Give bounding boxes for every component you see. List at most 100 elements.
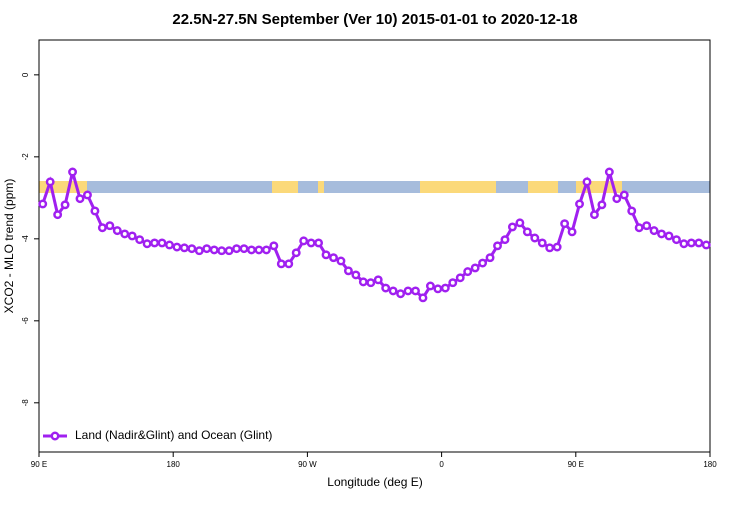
data-point: [306, 238, 316, 248]
data-point: [418, 293, 428, 303]
data-point: [604, 167, 614, 177]
data-point: [381, 283, 391, 293]
data-point: [105, 221, 115, 231]
data-point: [373, 275, 383, 285]
data-point: [97, 223, 107, 233]
data-point: [440, 283, 450, 293]
data-point: [261, 245, 271, 255]
data-point: [247, 245, 256, 255]
x-tick-label: 0: [439, 460, 444, 469]
data-point: [194, 246, 204, 256]
data-point: [187, 244, 197, 254]
data-point: [522, 227, 532, 237]
data-point: [329, 253, 338, 263]
land-strip: [528, 181, 558, 193]
y-tick-label: -8: [21, 399, 30, 407]
data-point: [515, 218, 525, 228]
data-point: [60, 200, 70, 210]
data-point: [597, 200, 607, 210]
x-tick-label: 90 E: [31, 460, 47, 469]
data-point: [75, 194, 85, 204]
data-point: [485, 253, 495, 263]
data-point: [589, 210, 599, 220]
y-tick-label: 0: [21, 72, 30, 77]
data-point: [627, 206, 637, 216]
data-point: [672, 235, 681, 245]
data-point: [112, 226, 122, 236]
data-point: [209, 245, 219, 255]
data-point: [224, 246, 234, 256]
y-tick-label: -4: [21, 235, 30, 243]
data-point: [358, 277, 368, 287]
data-point: [657, 229, 666, 239]
data-point: [403, 286, 413, 296]
plot-frame: [38, 39, 711, 453]
data-point: [582, 177, 592, 187]
data-point: [448, 278, 458, 288]
data-point: [172, 242, 182, 252]
data-point: [493, 241, 502, 251]
data-point: [127, 231, 137, 241]
y-axis-label: XCO2 - MLO trend (ppm): [2, 179, 16, 314]
data-point: [142, 239, 152, 249]
x-tick-label: 180: [167, 460, 181, 469]
data-point: [642, 221, 652, 231]
legend-label: Land (Nadir&Glint) and Ocean (Glint): [75, 428, 272, 442]
data-point: [336, 256, 346, 266]
data-point: [179, 243, 189, 253]
y-tick-label: -2: [21, 153, 30, 161]
data-point: [560, 219, 570, 229]
data-point: [545, 243, 555, 253]
y-tick-label: -6: [21, 317, 30, 325]
land-ocean-strip: [39, 181, 710, 193]
data-point: [567, 227, 577, 237]
x-tick-label: 90 W: [298, 460, 317, 469]
data-point: [500, 235, 510, 245]
data-point: [433, 284, 443, 294]
data-point: [411, 286, 420, 296]
data-point: [239, 244, 249, 254]
chart-title: 22.5N-27.5N September (Ver 10) 2015-01-0…: [172, 11, 577, 28]
land-strip: [420, 181, 496, 193]
land-strip: [318, 181, 324, 193]
data-point: [321, 250, 331, 260]
data-point: [507, 222, 517, 232]
data-point: [366, 278, 376, 288]
data-point: [217, 246, 227, 256]
data-point: [150, 238, 160, 248]
data-point: [463, 267, 473, 277]
data-point: [575, 199, 584, 209]
data-point: [455, 273, 465, 283]
data-point: [679, 239, 689, 249]
data-point: [619, 190, 629, 200]
data-point: [664, 231, 674, 241]
land-strip: [272, 181, 298, 193]
data-point: [470, 263, 480, 273]
data-point: [351, 270, 361, 280]
data-point: [254, 245, 264, 255]
data-point: [165, 240, 174, 250]
data-point: [157, 238, 167, 248]
data-point: [83, 190, 92, 200]
data-point: [120, 229, 130, 239]
data-point: [135, 235, 145, 245]
data-point: [314, 238, 324, 248]
x-tick-label: 180: [703, 460, 717, 469]
data-point: [299, 236, 309, 246]
data-point: [232, 244, 242, 254]
data-point: [634, 223, 644, 233]
data-point: [45, 177, 55, 187]
data-point: [552, 242, 562, 252]
data-point: [694, 238, 704, 248]
data-point: [276, 259, 286, 269]
data-point: [68, 167, 78, 177]
data-point: [202, 244, 212, 254]
data-point: [284, 259, 294, 269]
x-axis-label: Longitude (deg E): [327, 475, 422, 489]
data-point: [90, 206, 100, 216]
x-tick-label: 90 E: [568, 460, 584, 469]
data-point: [343, 266, 353, 276]
data-point: [38, 199, 48, 209]
data-point: [425, 281, 435, 291]
